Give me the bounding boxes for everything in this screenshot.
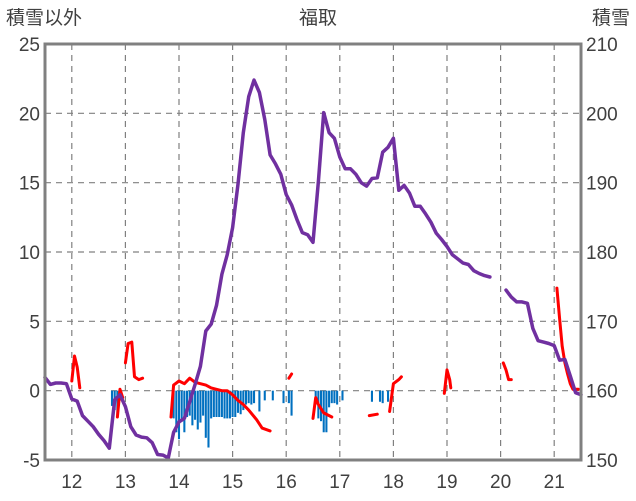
x-tick-label: 17 (329, 472, 350, 493)
precipitation-bar (177, 390, 181, 440)
x-tick-label: 21 (544, 472, 565, 493)
x-tick-label: 20 (490, 472, 511, 493)
precipitation-bar (228, 390, 231, 419)
precipitation-bar (381, 390, 384, 404)
precipitation-bar (290, 390, 293, 416)
precipitation-bars (110, 390, 390, 448)
temperature-segment (70, 354, 82, 390)
precipitation-bar (271, 390, 274, 401)
precipitation-bar (231, 390, 234, 418)
right-tick-label: 150 (586, 451, 618, 472)
temperature-segment (442, 368, 453, 395)
precipitation-bar (282, 390, 285, 404)
left-tick-labels: -5 0 5 10 15 20 25 (19, 35, 40, 472)
plot-frame (43, 42, 583, 462)
precipitation-bar (186, 390, 189, 418)
x-tick-label: 14 (168, 472, 190, 493)
precipitation-bar (378, 390, 382, 402)
x-tick-label: 18 (383, 472, 404, 493)
precipitation-bar (215, 390, 218, 418)
right-tick-label: 180 (586, 243, 618, 264)
precipitation-bar (226, 390, 229, 419)
temperature-segment (555, 286, 580, 391)
temperature-segment (501, 361, 513, 382)
precipitation-bar (287, 390, 290, 404)
precipitation-bar (207, 390, 210, 448)
precipitation-bar (172, 390, 175, 419)
precipitation-bar (387, 390, 390, 402)
precipitation-bar (244, 390, 248, 405)
precipitation-bar (250, 390, 253, 405)
precipitation-bar (258, 390, 261, 412)
precipitation-bar (191, 390, 194, 426)
left-tick-label: 15 (19, 174, 40, 195)
left-tick-label: 10 (19, 243, 40, 264)
grid-lines (45, 44, 581, 460)
precipitation-bar (183, 390, 186, 433)
temperature-segment (123, 340, 145, 382)
right-tick-label: 170 (586, 312, 618, 333)
precipitation-bar (328, 390, 331, 408)
precipitation-bar (194, 390, 197, 420)
precipitation-bar (333, 390, 336, 404)
precipitation-bar (263, 390, 266, 401)
precipitation-bar (220, 390, 223, 418)
precipitation-bar (341, 390, 344, 401)
precipitation-bar (242, 390, 245, 411)
x-tick-label: 16 (276, 472, 297, 493)
right-tick-label: 190 (586, 174, 618, 195)
precipitation-bar (204, 390, 207, 438)
precipitation-bar (370, 390, 373, 402)
temperature-segment (169, 376, 272, 433)
right-tick-label: 200 (586, 104, 618, 125)
precipitation-bar (234, 390, 237, 418)
temperature-segment (367, 412, 379, 418)
right-tick-label: 210 (586, 35, 618, 56)
precipitation-bar (210, 390, 213, 419)
precipitation-bar (336, 390, 339, 405)
x-tick-label: 15 (222, 472, 243, 493)
x-tick-label: 12 (61, 472, 82, 493)
temperature-lines (70, 286, 580, 433)
temperature-segment (388, 375, 403, 413)
right-axis-label: 積雪 (592, 7, 630, 29)
precipitation-bar (247, 390, 250, 404)
precipitation-bar (196, 390, 199, 430)
left-tick-label: -5 (23, 451, 40, 472)
precipitation-bar (330, 390, 333, 404)
precipitation-bar (223, 390, 226, 419)
chart-title: 福取 (299, 7, 337, 29)
right-tick-labels: 150 160 170 180 190 200 210 (586, 35, 618, 472)
x-tick-label: 13 (115, 472, 136, 493)
precipitation-bar (202, 390, 205, 416)
left-axis-label: 積雪以外 (6, 7, 82, 29)
precipitation-bar (325, 390, 328, 433)
precipitation-bar (175, 390, 178, 433)
left-tick-label: 0 (29, 382, 40, 403)
left-tick-label: 20 (19, 104, 40, 125)
x-tick-label: 19 (436, 472, 457, 493)
precipitation-bar (212, 390, 215, 418)
left-tick-label: 25 (19, 35, 40, 56)
precipitation-bar (199, 390, 202, 423)
temperature-segment (311, 396, 334, 420)
left-tick-label: 5 (29, 312, 40, 333)
temperature-segment (287, 372, 294, 380)
right-tick-label: 160 (586, 382, 618, 403)
precipitation-bar (218, 390, 221, 418)
x-tick-labels: 12 13 14 15 16 17 18 19 20 21 (61, 472, 565, 493)
precipitation-bar (253, 390, 256, 404)
precipitation-bar (180, 390, 183, 422)
precipitation-bar (110, 390, 114, 406)
snow-depth-line (43, 78, 583, 460)
